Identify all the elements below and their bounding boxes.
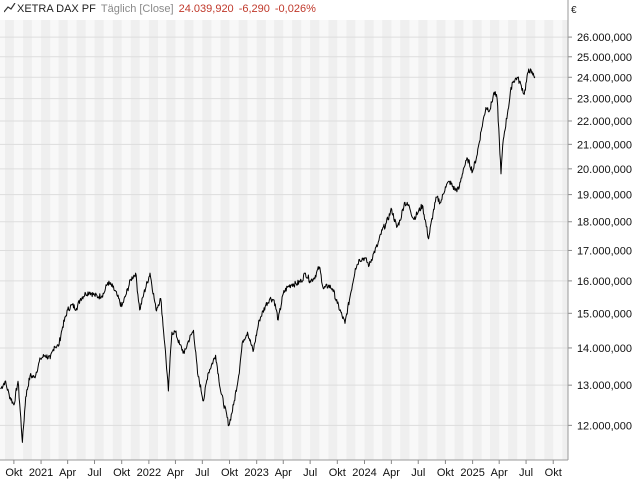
x-tick-label: Okt [329,467,346,479]
ticker-label: XETRA DAX PF [17,3,96,15]
month-band [292,20,302,460]
month-band [454,20,464,460]
y-tick-label: 25.000,000 [577,52,632,64]
month-band [562,20,568,460]
price-change: -6,290 [238,3,270,15]
x-tick-label: 2022 [137,467,161,479]
month-band [382,20,392,460]
x-tick-label: 2024 [352,467,376,479]
month-band [41,20,51,460]
month-band [472,20,482,460]
month-band [544,20,554,460]
month-band [436,20,446,460]
month-band [256,20,266,460]
x-tick-label: Jul [87,467,101,479]
x-tick-label: Jul [303,467,317,479]
month-band [5,20,14,460]
month-band [76,20,86,460]
y-tick-label: 13.000,000 [577,380,632,392]
x-tick-label: Okt [545,467,562,479]
x-tick-label: Apr [275,467,292,479]
y-tick-label: 22.000,000 [577,116,632,128]
y-tick-label: 26.000,000 [577,32,632,44]
x-tick-label: 2023 [244,467,268,479]
x-tick-label: Apr [59,467,76,479]
x-tick-label: 2021 [29,467,53,479]
month-band [238,20,248,460]
x-tick-label: Apr [383,467,400,479]
month-band [130,20,140,460]
month-band [23,20,32,460]
x-tick-label: Okt [437,467,454,479]
month-band [418,20,428,460]
y-tick-label: 16.000,000 [577,276,632,288]
month-band [346,20,356,460]
month-band [58,20,68,460]
x-tick-label: Jul [519,467,533,479]
x-tick-label: Okt [113,467,130,479]
month-band [220,20,230,460]
y-axis: 12.000,000 13.000,000 14.000,000 15.000,000… [567,0,632,460]
y-tick-label: 14.000,000 [577,343,632,355]
y-tick-label: 18.000,000 [577,217,632,229]
x-tick-label: Okt [221,467,238,479]
month-band [490,20,500,460]
y-tick-label: 23.000,000 [577,94,632,106]
month-band [508,20,518,460]
y-tick-label: 19.000,000 [577,190,632,202]
y-tick-label: 24.000,000 [577,72,632,84]
currency-label: € [571,5,577,16]
month-band [400,20,410,460]
x-tick-label: Okt [5,467,22,479]
x-tick-label: Apr [167,467,184,479]
x-tick-label: Apr [491,467,508,479]
month-band [364,20,374,460]
y-tick-label: 12.000,000 [577,420,632,432]
y-tick-label: 15.000,000 [577,308,632,320]
month-band [112,20,122,460]
month-band [526,20,536,460]
x-axis: Okt 2021 Apr Jul Okt 2022 Apr Jul Okt 2023 Apr Jul O… [0,459,568,479]
last-price: 24.039,920 [178,3,234,15]
month-band [310,20,320,460]
month-bands [0,20,568,460]
x-tick-label: Jul [411,467,425,479]
x-tick-label: 2025 [460,467,484,479]
month-band [328,20,338,460]
price-series-line [0,68,536,443]
month-band [184,20,194,460]
y-tick-label: 17.000,000 [577,245,632,257]
month-band [148,20,159,460]
x-tick-label: Jul [195,467,209,479]
month-band [274,20,284,460]
month-band [94,20,104,460]
chart-header: XETRA DAX PF Täglich [Close] 24.039,920 -6,… [3,2,321,15]
y-tick-label: 20.000,000 [577,164,632,176]
interval-mode-label[interactable]: Täglich [Close] [100,3,174,15]
month-band [166,20,176,460]
y-tick-label: 21.000,000 [577,139,632,151]
month-band [202,20,212,460]
line-chart-icon [3,2,16,13]
price-change-percent: -0,026% [274,3,316,15]
